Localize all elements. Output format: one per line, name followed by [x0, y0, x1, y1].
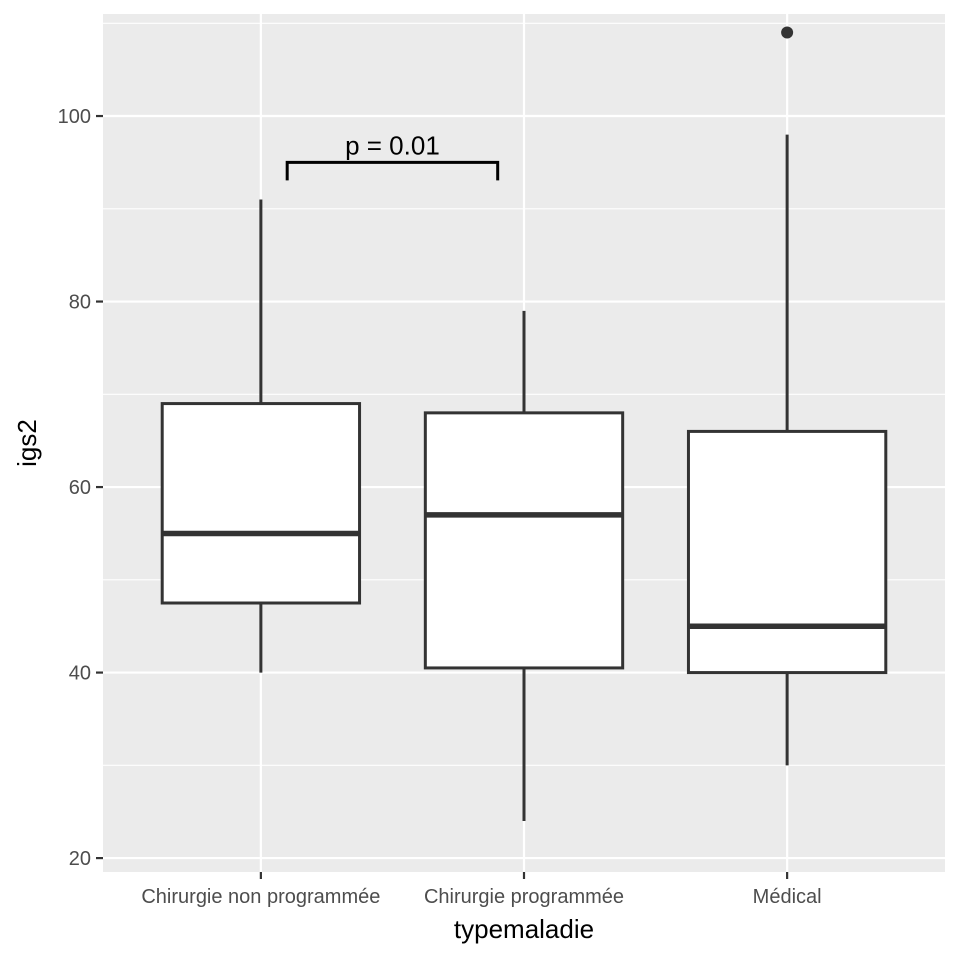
outlier-point [781, 26, 794, 39]
box-group [686, 26, 888, 766]
y-axis: 20 40 60 80 100 [58, 106, 103, 870]
x-tick-label: Chirurgie programmée [424, 886, 624, 908]
boxes [160, 26, 888, 821]
x-axis-title: typemaladie [454, 914, 594, 944]
y-tick-label: 100 [58, 106, 91, 128]
x-tick-label: Médical [753, 886, 822, 908]
box-group [160, 199, 362, 673]
y-tick-label: 60 [69, 477, 91, 499]
annotations: p = 0.01 [285, 130, 500, 181]
box-iqr [423, 411, 625, 670]
box-group [423, 310, 625, 821]
y-tick-label: 40 [69, 663, 91, 685]
box-iqr [160, 402, 362, 605]
p-value-label: p = 0.01 [345, 130, 440, 160]
box-iqr [686, 429, 888, 675]
x-axis: Chirurgie non programmée Chirurgie progra… [141, 872, 822, 908]
significance-bracket [285, 160, 500, 181]
y-axis-title: igs2 [12, 419, 42, 467]
y-tick-label: 80 [69, 292, 91, 314]
y-tick-label: 20 [69, 848, 91, 870]
x-tick-label: Chirurgie non programmée [141, 886, 380, 908]
